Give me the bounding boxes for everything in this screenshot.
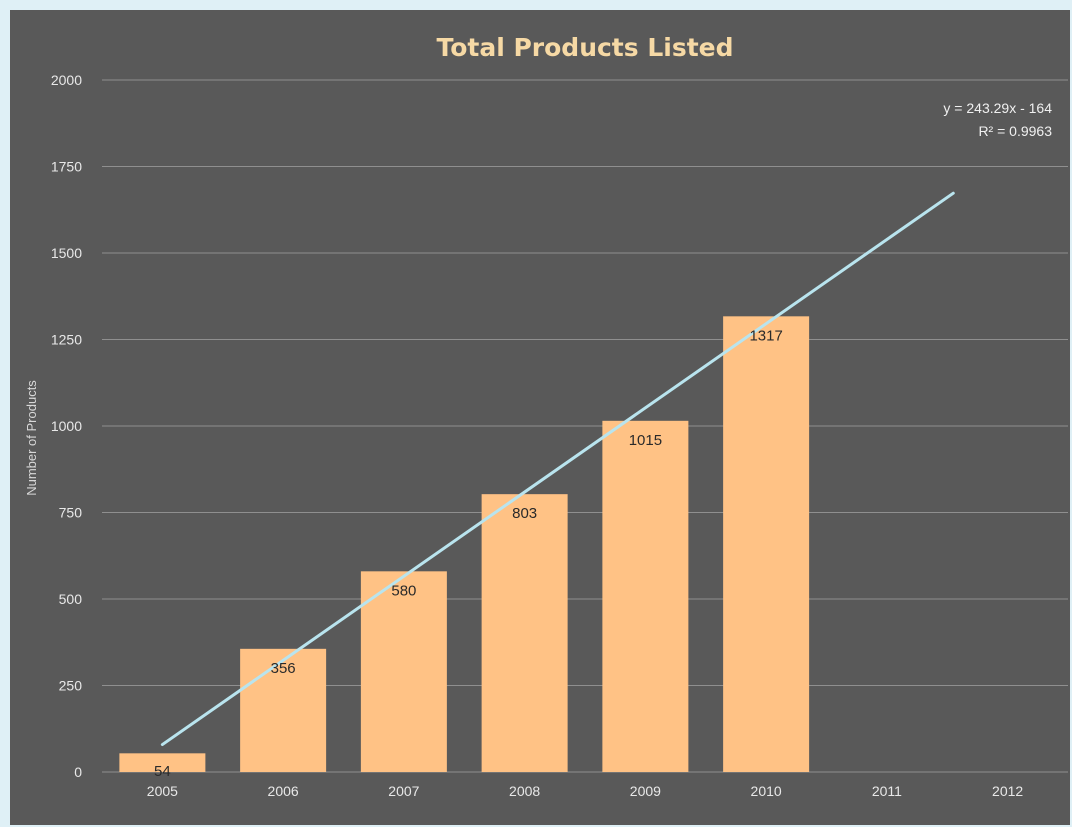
trendline-equation: y = 243.29x - 164 (943, 100, 1052, 116)
bar-2007 (360, 571, 447, 772)
bar-2005 (119, 753, 206, 772)
trendline-layer (160, 191, 955, 747)
y-tick-label: 250 (59, 678, 83, 694)
x-axis-ticks: 2005 2006 2007 2008 2009 2010 2011 2012 (147, 783, 1024, 799)
x-tick-label: 2010 (751, 783, 782, 799)
bars (119, 316, 810, 772)
x-tick-label: 2008 (509, 783, 540, 799)
y-tick-label: 2000 (51, 72, 82, 88)
bar-2009 (602, 420, 689, 772)
x-tick-label: 2005 (147, 783, 178, 799)
x-tick-label: 2007 (388, 783, 419, 799)
bar-2008 (481, 494, 568, 772)
bar-2006 (240, 648, 327, 772)
data-labels: 54 356 580 803 1015 1317 (154, 327, 783, 780)
bar-chart: 54 356 580 803 1015 1317 0 250 500 750 1000 1250 15… (24, 33, 1068, 799)
x-tick-label: 2012 (992, 783, 1023, 799)
y-tick-label: 750 (59, 505, 83, 521)
data-label-2008: 803 (512, 505, 537, 522)
y-tick-label: 500 (59, 591, 83, 607)
y-tick-label: 1500 (51, 245, 82, 261)
y-tick-label: 0 (74, 764, 82, 780)
chart-title: Total Products Listed (436, 33, 733, 62)
trendline-r-squared: R² = 0.9963 (978, 123, 1052, 139)
y-tick-label: 1250 (51, 332, 82, 348)
chart-panel: 54 356 580 803 1015 1317 0 250 500 750 1000 1250 15… (10, 10, 1070, 825)
data-label-2007: 580 (391, 582, 416, 599)
y-axis-ticks: 0 250 500 750 1000 1250 1500 1750 2000 (51, 72, 82, 780)
data-label-2005: 54 (154, 763, 171, 780)
x-tick-label: 2011 (872, 783, 902, 799)
trendline (160, 191, 955, 747)
y-tick-label: 1750 (51, 159, 82, 175)
data-label-2006: 356 (271, 660, 296, 677)
y-axis-title: Number of Products (24, 380, 39, 496)
x-tick-label: 2006 (268, 783, 299, 799)
bar-2010 (723, 316, 810, 772)
data-label-2009: 1015 (629, 432, 662, 449)
data-label-2010: 1317 (749, 327, 782, 344)
y-tick-label: 1000 (51, 418, 82, 434)
x-tick-label: 2009 (630, 783, 661, 799)
